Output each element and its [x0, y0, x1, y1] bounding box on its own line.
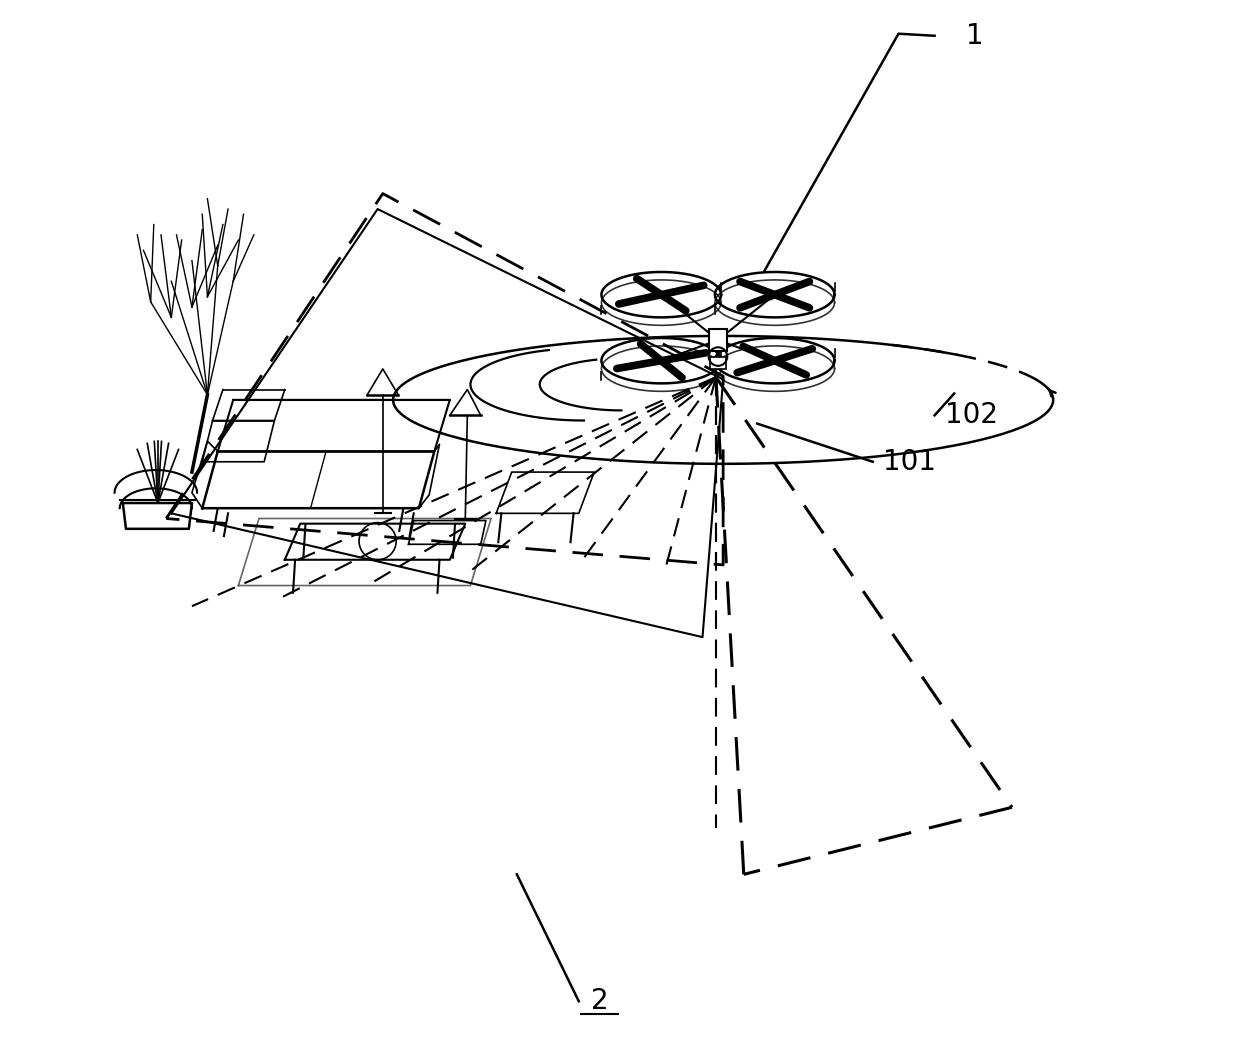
Text: 101: 101	[883, 448, 936, 476]
Text: 2: 2	[590, 987, 608, 1015]
Text: 1: 1	[966, 22, 983, 50]
Text: 102: 102	[945, 401, 998, 429]
Bar	[709, 357, 727, 369]
Bar	[709, 329, 728, 352]
